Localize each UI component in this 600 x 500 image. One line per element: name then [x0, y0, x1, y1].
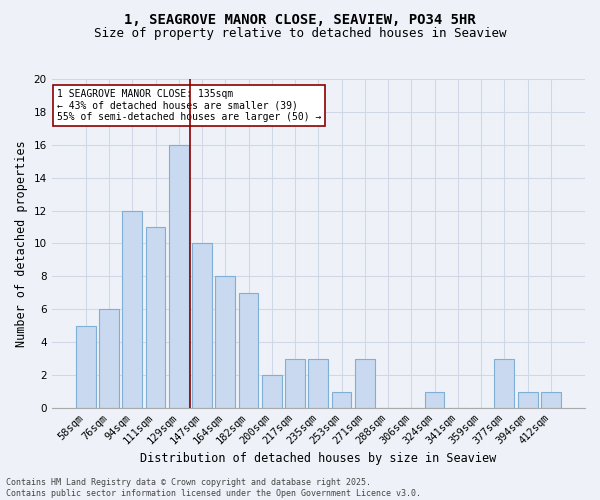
Bar: [169, 145, 188, 408]
Bar: [518, 392, 538, 408]
Bar: [76, 326, 95, 408]
Bar: [192, 244, 212, 408]
X-axis label: Distribution of detached houses by size in Seaview: Distribution of detached houses by size …: [140, 452, 496, 465]
Bar: [332, 392, 352, 408]
Text: 1 SEAGROVE MANOR CLOSE: 135sqm
← 43% of detached houses are smaller (39)
55% of : 1 SEAGROVE MANOR CLOSE: 135sqm ← 43% of …: [57, 89, 322, 122]
Bar: [308, 358, 328, 408]
Text: 1, SEAGROVE MANOR CLOSE, SEAVIEW, PO34 5HR: 1, SEAGROVE MANOR CLOSE, SEAVIEW, PO34 5…: [124, 12, 476, 26]
Bar: [146, 227, 166, 408]
Text: Size of property relative to detached houses in Seaview: Size of property relative to detached ho…: [94, 28, 506, 40]
Bar: [122, 210, 142, 408]
Text: Contains HM Land Registry data © Crown copyright and database right 2025.
Contai: Contains HM Land Registry data © Crown c…: [6, 478, 421, 498]
Bar: [285, 358, 305, 408]
Bar: [215, 276, 235, 408]
Bar: [239, 293, 259, 408]
Y-axis label: Number of detached properties: Number of detached properties: [15, 140, 28, 347]
Bar: [541, 392, 561, 408]
Bar: [425, 392, 445, 408]
Bar: [494, 358, 514, 408]
Bar: [262, 375, 282, 408]
Bar: [99, 310, 119, 408]
Bar: [355, 358, 375, 408]
